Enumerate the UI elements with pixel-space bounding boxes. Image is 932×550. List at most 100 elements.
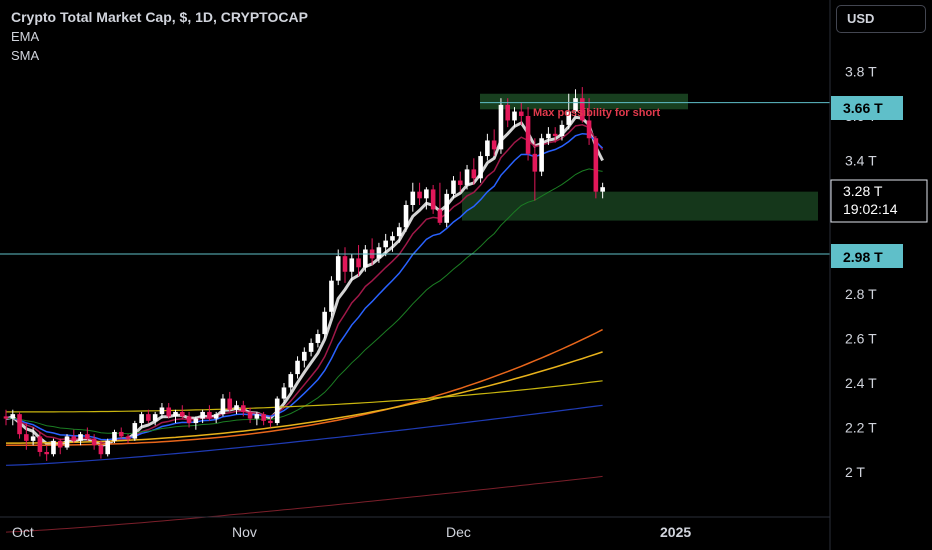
candle-body — [118, 431, 124, 437]
candle-body — [559, 124, 565, 137]
candle-body — [396, 227, 402, 237]
candle-body — [410, 191, 416, 205]
time-tick-label: Oct — [12, 524, 34, 540]
indicator-sma[interactable]: SMA — [11, 48, 40, 63]
candle — [383, 233, 388, 257]
candle-body — [213, 414, 219, 419]
candle — [3, 409, 9, 426]
candle-body — [179, 411, 185, 417]
candle-body — [166, 407, 172, 417]
candle-body — [403, 205, 409, 228]
candle-body — [193, 418, 199, 424]
candle-body — [254, 414, 260, 419]
candle — [498, 98, 504, 154]
candle-body — [485, 140, 490, 157]
candle — [478, 151, 483, 183]
candle — [281, 383, 287, 404]
candle — [91, 434, 97, 450]
candle-body — [105, 440, 110, 455]
time-tick-label: Nov — [232, 524, 257, 540]
candle — [261, 411, 266, 426]
candle — [485, 133, 490, 161]
candle — [322, 307, 327, 339]
candle — [451, 176, 456, 199]
candle — [200, 409, 205, 424]
price-tick-label: 3.8 T — [845, 64, 877, 80]
candle-body — [546, 133, 551, 139]
candle — [593, 136, 599, 199]
candle-body — [329, 280, 334, 312]
candle — [146, 409, 151, 424]
candle-body — [268, 420, 273, 424]
candle — [268, 416, 273, 428]
candle-body — [376, 247, 382, 259]
candle — [512, 107, 517, 128]
candle-body — [539, 138, 544, 172]
sma-300-line — [5, 404, 603, 466]
price-tick-label: 2 T — [845, 464, 865, 480]
svg-text:3.66 T: 3.66 T — [843, 100, 883, 116]
candle — [342, 247, 348, 283]
candle — [166, 403, 172, 419]
chart-legend: Crypto Total Market Cap, $, 1D, CRYPTOCA… — [11, 8, 308, 65]
candle-body — [593, 138, 599, 192]
candle-body — [288, 374, 294, 388]
candle — [539, 133, 544, 177]
candle — [159, 403, 165, 419]
candle-body — [98, 445, 104, 455]
candle — [315, 329, 321, 348]
candle — [125, 434, 131, 444]
candle-body — [152, 414, 158, 421]
candle — [444, 189, 449, 228]
candle-body — [552, 133, 558, 137]
candle — [234, 400, 239, 415]
candle-body — [159, 407, 165, 415]
candle-body — [302, 351, 307, 361]
candle-body — [383, 240, 388, 248]
price-tick-label: 2.4 T — [845, 375, 877, 391]
candle-body — [220, 398, 226, 415]
candle-body — [37, 436, 43, 452]
candle-body — [342, 256, 348, 272]
candle — [559, 120, 565, 141]
indicator-ema[interactable]: EMA — [11, 29, 40, 44]
candle — [356, 245, 361, 277]
candle — [424, 187, 429, 210]
sma-200-line — [6, 380, 603, 413]
candle — [10, 409, 16, 426]
svg-text:3.28 T: 3.28 T — [843, 183, 883, 199]
candle-body — [78, 434, 83, 441]
candle — [600, 182, 605, 199]
support-zone — [462, 191, 818, 221]
candle-body — [390, 236, 395, 241]
candle-body — [247, 411, 253, 419]
candle-body — [464, 169, 470, 185]
candle-body — [71, 436, 77, 441]
price-tick-label: 2.8 T — [845, 286, 877, 302]
candle — [390, 231, 395, 252]
candle — [98, 440, 104, 459]
candle-body — [173, 411, 178, 417]
candle-body — [451, 180, 456, 194]
time-axis: Oct Nov Dec 2025 — [12, 524, 691, 540]
price-tick-label: 3.4 T — [845, 153, 877, 169]
time-tick-label: 2025 — [660, 524, 691, 540]
candle-body — [234, 405, 239, 410]
candle — [64, 434, 70, 450]
symbol-title[interactable]: Crypto Total Market Cap, $, 1D, CRYPTOCA… — [11, 9, 308, 25]
candle-body — [566, 111, 572, 125]
current-price-tag: 3.28 T 19:02:14 — [830, 179, 928, 223]
candle-body — [573, 98, 578, 112]
price-tick-label: 2.6 T — [845, 331, 877, 347]
sma-400-line — [5, 475, 603, 533]
candle — [247, 407, 253, 424]
candle-body — [132, 423, 138, 439]
currency-select[interactable]: USD — [836, 5, 926, 33]
candle — [586, 98, 592, 145]
candle — [24, 423, 29, 450]
candle — [44, 445, 49, 461]
candle — [376, 242, 382, 263]
candle — [37, 431, 43, 457]
candle-body — [17, 414, 22, 435]
